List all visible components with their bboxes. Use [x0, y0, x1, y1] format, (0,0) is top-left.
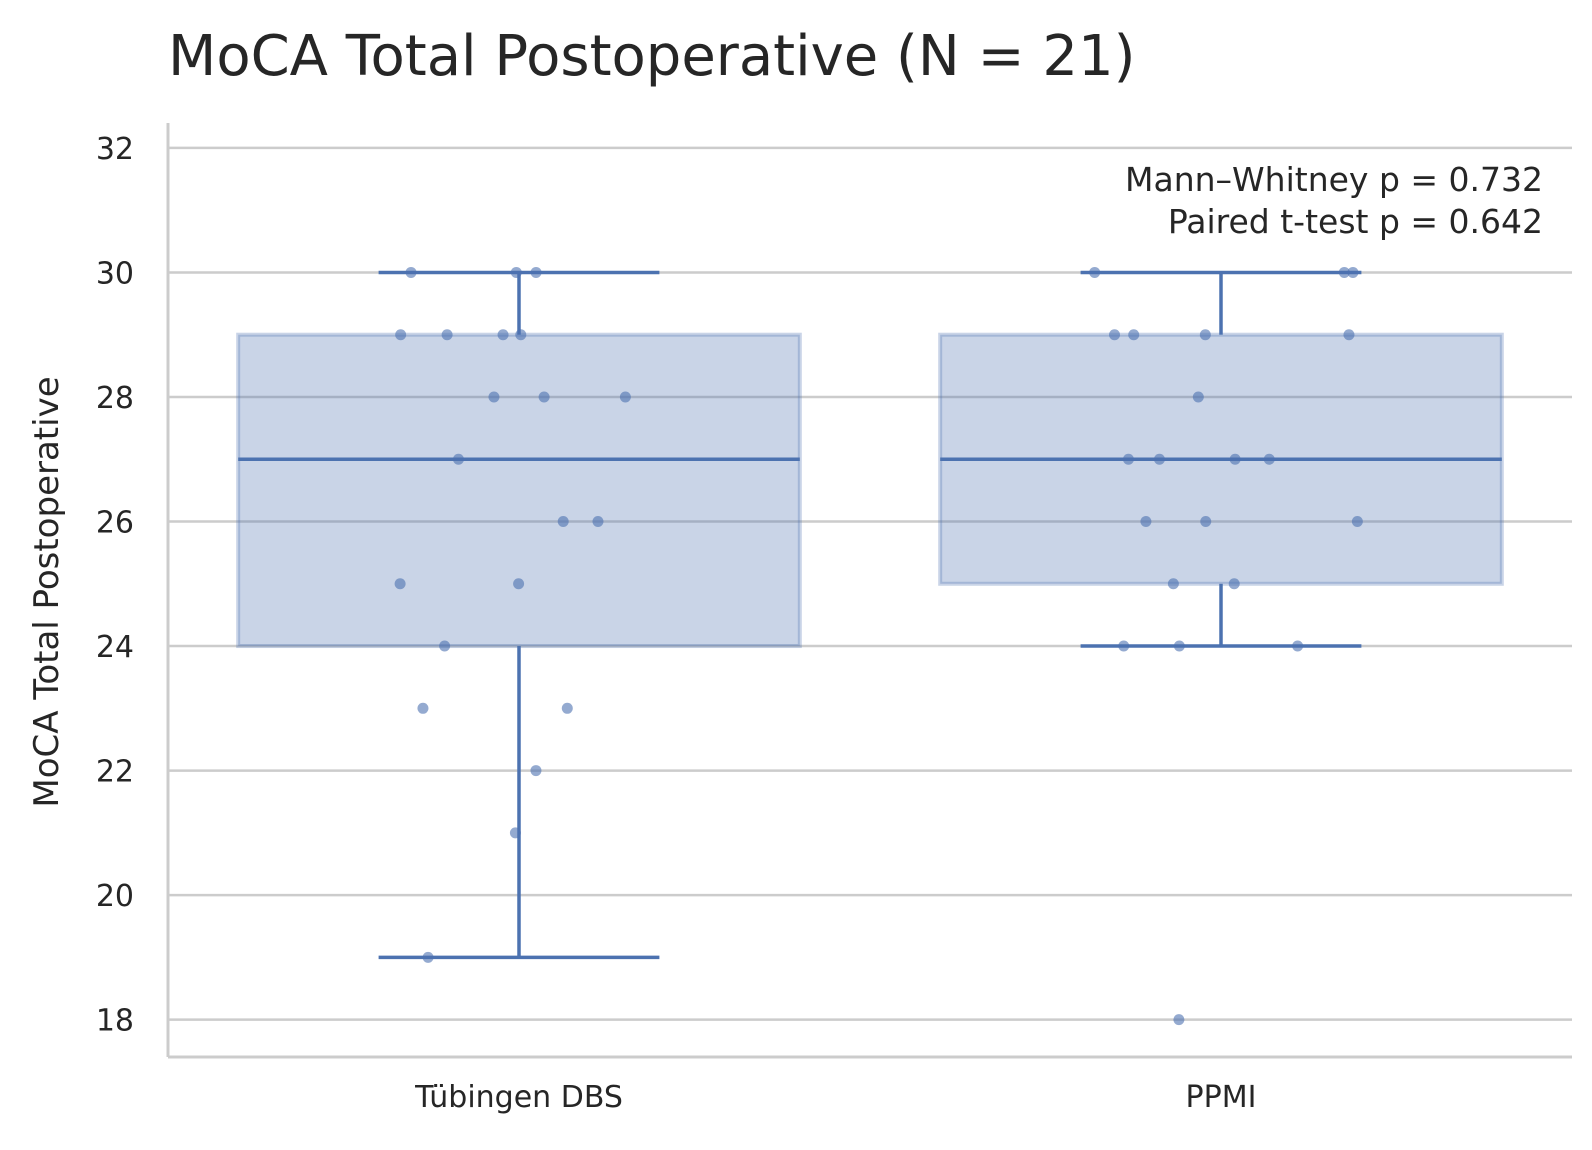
data-point [1089, 266, 1101, 278]
box-layer [236, 270, 1504, 960]
data-point [497, 329, 509, 341]
point-layer [394, 266, 1363, 1026]
box-group [236, 270, 802, 960]
data-point [592, 516, 604, 528]
data-point [1118, 640, 1130, 652]
data-point [1109, 329, 1121, 341]
data-point [509, 827, 521, 839]
data-point [1173, 640, 1185, 652]
box-group [938, 270, 1504, 648]
box [236, 332, 802, 649]
data-point [510, 266, 522, 278]
data-point [395, 329, 407, 341]
x-tick-label: Tübingen DBS [414, 1080, 623, 1115]
y-tick-label: 30 [96, 256, 134, 291]
data-point [538, 391, 550, 403]
data-point [1292, 640, 1304, 652]
data-point [1199, 329, 1211, 341]
data-point [1192, 391, 1204, 403]
data-point [530, 765, 542, 777]
x-tick-labels: Tübingen DBS PPMI [414, 1080, 1256, 1115]
y-tick-label: 22 [96, 755, 134, 790]
data-point [417, 702, 429, 714]
data-point [405, 266, 417, 278]
paired-ttest-annotation: Paired t-test p = 0.642 [1168, 202, 1543, 241]
data-point [1228, 578, 1240, 590]
data-point [488, 391, 500, 403]
data-point [557, 516, 569, 528]
data-point [1347, 266, 1359, 278]
mann-whitney-annotation: Mann–Whitney p = 0.732 [1125, 160, 1543, 199]
y-tick-label: 18 [96, 1004, 134, 1039]
data-point [1338, 266, 1350, 278]
data-point [1153, 453, 1165, 465]
x-tick-label: PPMI [1186, 1080, 1257, 1115]
y-tick-label: 32 [96, 132, 134, 167]
y-tick-labels: 18 20 22 24 26 28 30 32 [96, 132, 134, 1039]
data-point [1167, 578, 1179, 590]
data-point [422, 951, 434, 963]
data-point [1140, 516, 1152, 528]
chart-title: MoCA Total Postoperative (N = 21) [168, 24, 1135, 89]
data-point [1200, 516, 1212, 528]
data-point [530, 266, 542, 278]
y-tick-label: 26 [96, 506, 134, 541]
data-point [513, 578, 525, 590]
y-tick-label: 28 [96, 381, 134, 416]
data-point [441, 329, 453, 341]
data-point [1343, 329, 1355, 341]
data-point [1128, 329, 1140, 341]
data-point [439, 640, 451, 652]
data-point [1351, 516, 1363, 528]
data-point [1122, 453, 1134, 465]
data-point [1229, 453, 1241, 465]
data-point [619, 391, 631, 403]
y-tick-label: 20 [96, 879, 134, 914]
data-point [394, 578, 406, 590]
data-point [515, 329, 527, 341]
data-point [452, 453, 464, 465]
y-axis-label: MoCA Total Postoperative [27, 376, 67, 807]
y-tick-label: 24 [96, 630, 134, 665]
data-point [561, 702, 573, 714]
data-point [1173, 1014, 1185, 1026]
data-point [1263, 453, 1275, 465]
